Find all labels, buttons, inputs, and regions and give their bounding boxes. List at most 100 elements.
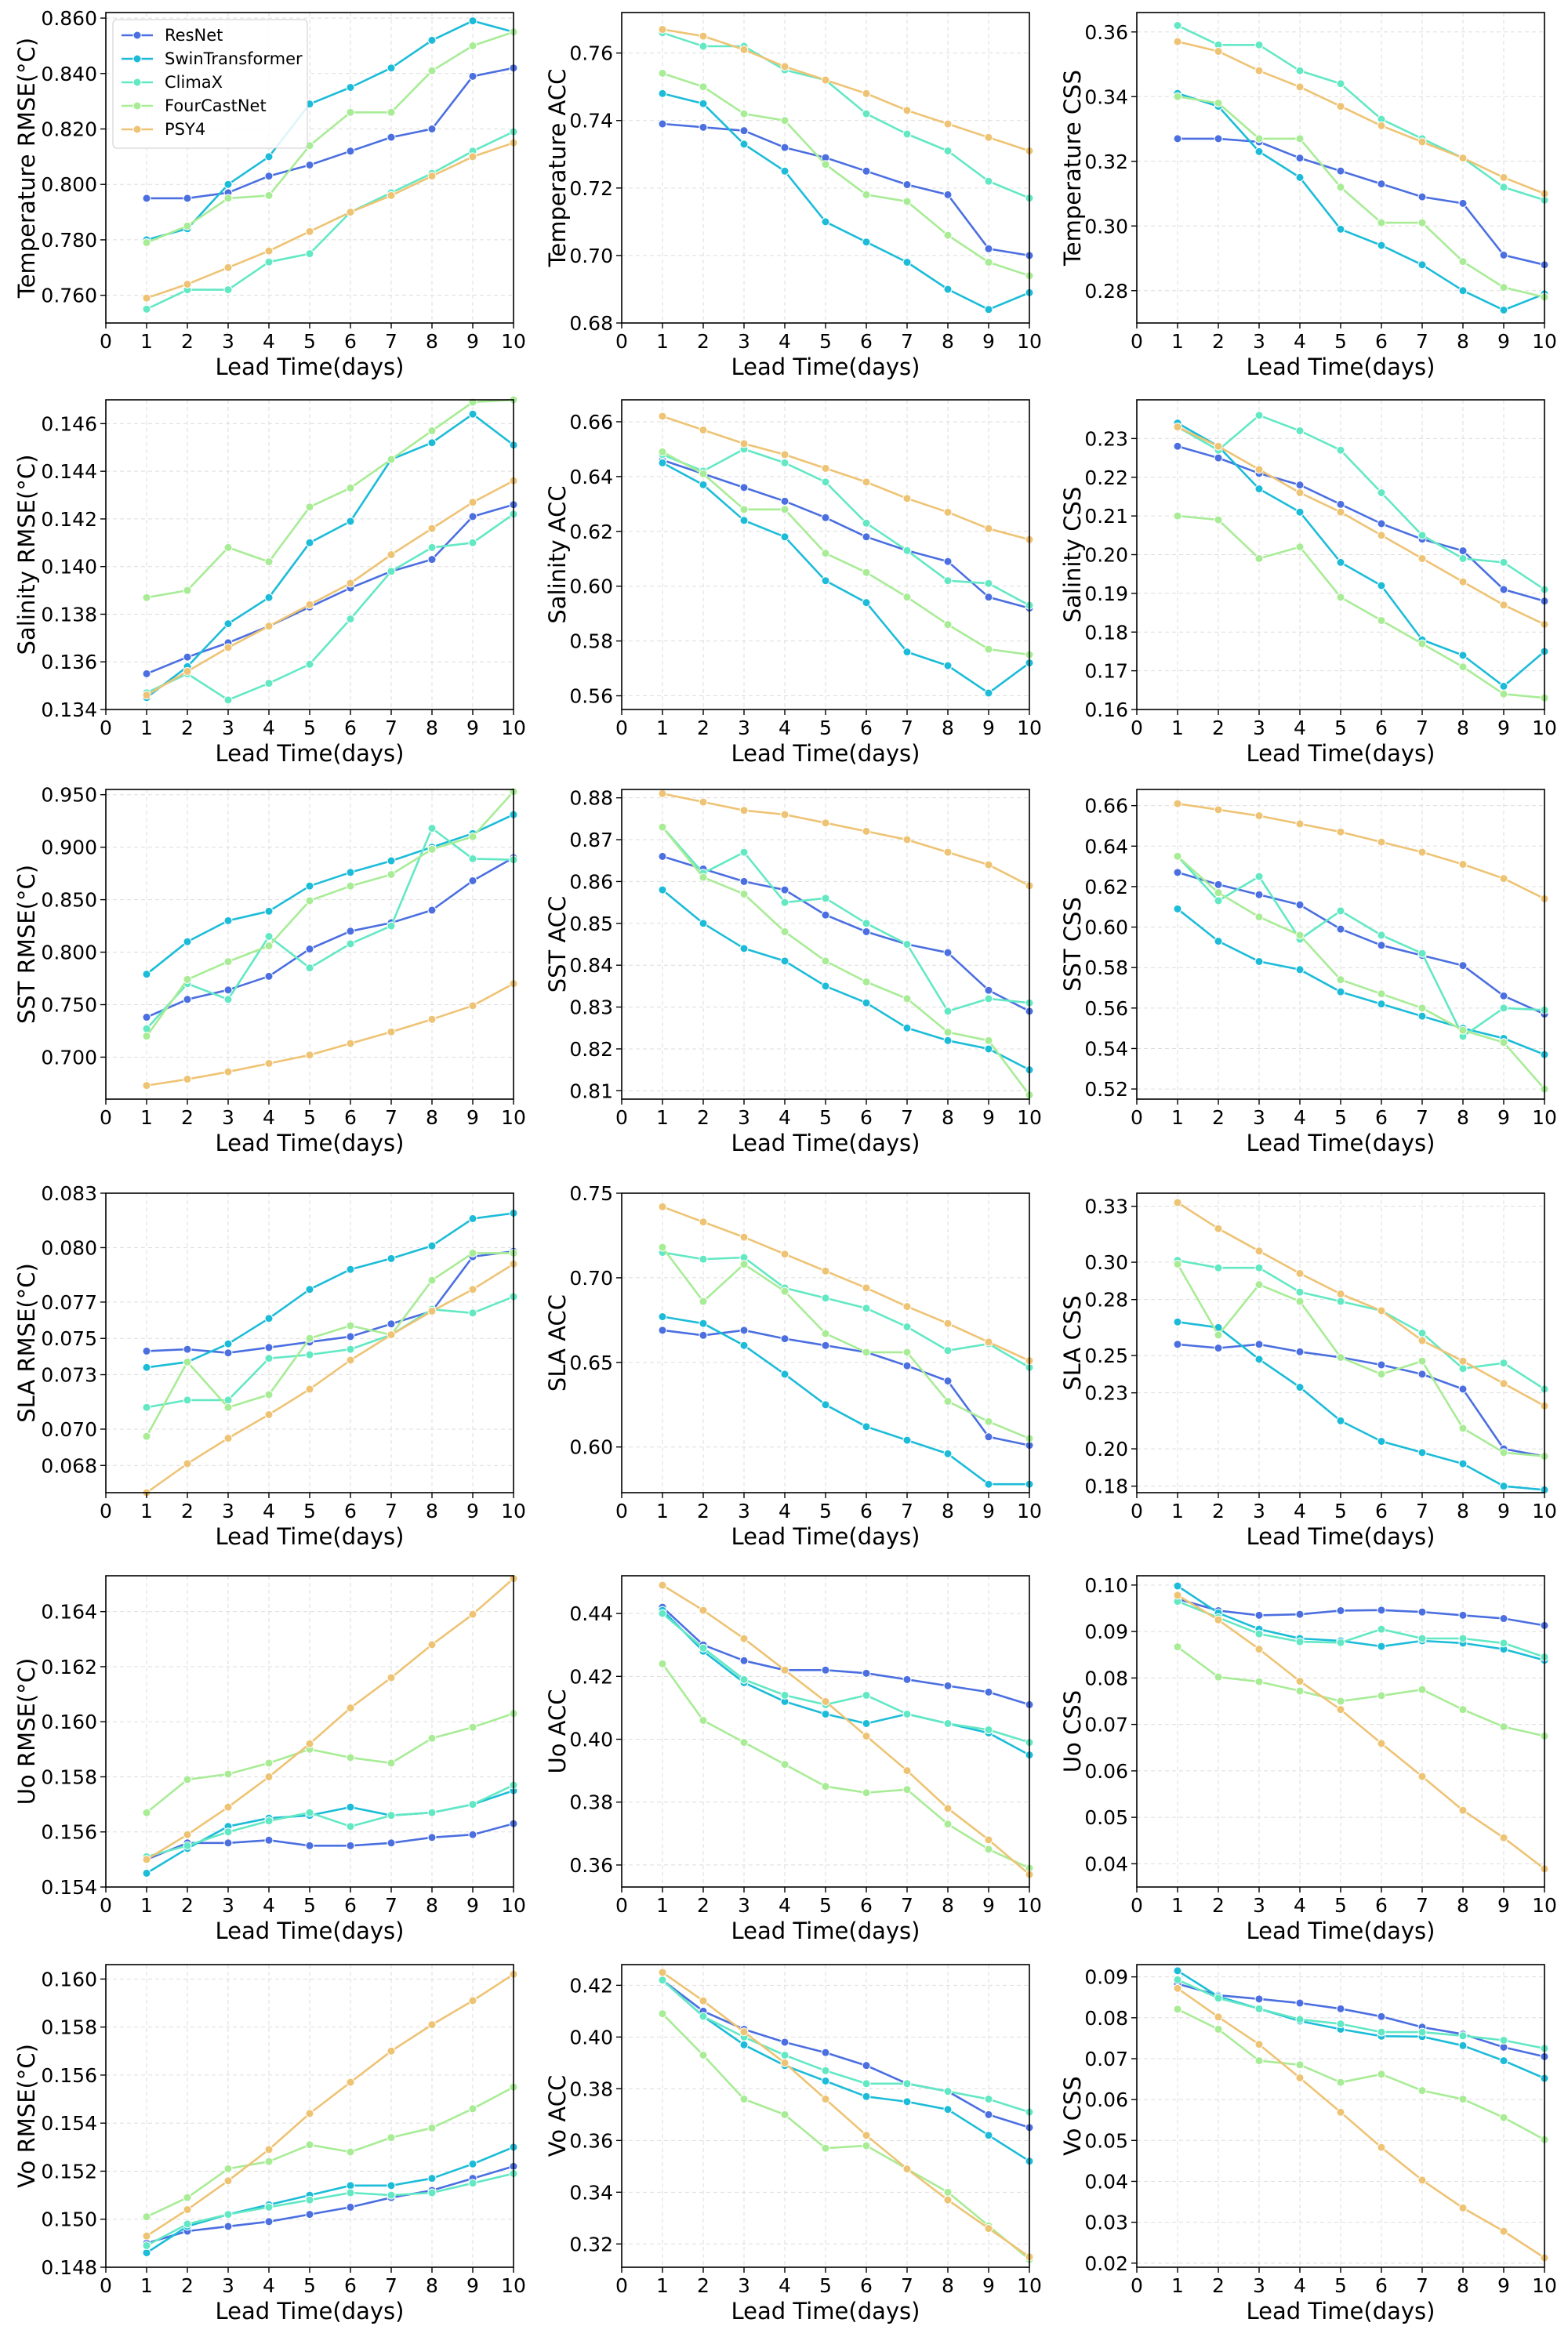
data-point-climax [821,894,830,903]
series-line-fourcastnet [662,451,1030,656]
data-point-resnet [1499,250,1508,259]
data-point-fourcastnet [862,568,871,577]
x-tick-label: 1 [656,1894,669,1917]
data-point-climax [142,304,151,314]
data-point-swintransformer [1499,2056,1508,2066]
series-line-resnet [1177,1343,1545,1457]
y-tick-label: 0.85 [569,913,613,935]
series-line-fourcastnet [146,2086,514,2218]
x-tick-label: 1 [140,330,153,353]
data-point-fourcastnet [468,2104,477,2114]
panel-sst-acc: 0 1 2 3 4 5 6 7 8 9 10 0.81 0.82 0.83 0.84 0.85 0.86 0.87… [544,787,1042,1156]
data-point-fourcastnet [346,1321,355,1330]
data-point-resnet [821,1341,830,1350]
data-point-swintransformer [1499,306,1508,314]
x-tick-label: 5 [819,1894,832,1917]
x-tick-label: 0 [1131,1106,1143,1129]
x-tick-label: 6 [344,330,357,353]
y-axis-title: Vo ACC [544,2075,571,2157]
data-point-psy4 [1499,1379,1508,1388]
data-point-fourcastnet [658,822,667,832]
data-point-swintransformer [984,305,993,314]
series-line-psy4 [146,141,514,299]
data-point-psy4 [346,1039,355,1048]
series-line-psy4 [662,793,1030,887]
y-tick-label: 0.88 [569,787,613,810]
data-point-psy4 [699,1996,708,2005]
series-line-climax [662,448,1030,607]
x-tick-label: 5 [1334,1106,1347,1129]
data-point-resnet [387,1838,396,1848]
data-point-fourcastnet [780,505,789,514]
data-point-climax [1499,1638,1508,1648]
x-tick-label: 6 [1375,1500,1388,1522]
series-line-resnet [662,1979,1030,2129]
data-point-swintransformer [142,2248,151,2258]
data-point-fourcastnet [468,41,477,50]
data-point-fourcastnet [1254,1280,1264,1290]
data-point-psy4 [821,75,830,85]
data-point-climax [1417,1634,1427,1643]
x-tick-label: 8 [426,2274,438,2297]
data-point-climax [1214,896,1223,905]
series-line-climax [1177,24,1545,201]
data-point-swintransformer [1499,681,1508,691]
data-point-psy4 [943,119,953,129]
x-tick-label: 0 [615,2274,628,2297]
data-point-psy4 [780,62,789,71]
data-point-climax [1417,1329,1427,1338]
data-point-psy4 [1254,66,1264,75]
y-tick-label: 0.750 [41,993,97,1016]
x-tick-label: 2 [1212,717,1225,739]
data-point-swintransformer [902,1023,912,1032]
data-point-resnet [780,143,789,152]
data-point-psy4 [1417,847,1427,857]
data-point-psy4 [1417,1336,1427,1345]
data-point-resnet [1295,154,1305,163]
data-point-climax [305,1350,314,1359]
data-point-resnet [1499,1614,1508,1624]
data-point-fourcastnet [1417,1356,1427,1366]
x-axis-title: Lead Time(days) [731,1130,920,1156]
data-point-fourcastnet [1295,1297,1305,1306]
x-tick-label: 6 [1375,330,1388,353]
data-point-fourcastnet [739,2095,749,2104]
data-point-fourcastnet [699,1297,708,1306]
x-tick-label: 4 [1294,717,1306,739]
panel-uo-css: 0 1 2 3 4 5 6 7 8 9 10 0.04 0.05 0.06 0.07 0.08 0.09 0.10… [1059,1574,1557,1944]
x-tick-label: 6 [344,1500,357,1522]
data-point-climax [183,1841,192,1850]
data-point-climax [387,921,396,931]
x-tick-label: 0 [1131,1894,1143,1917]
data-point-climax [739,847,749,857]
y-tick-label: 0.158 [41,1765,97,1788]
x-tick-label: 3 [738,1894,750,1917]
data-point-swintransformer [1336,224,1345,234]
data-point-fourcastnet [1377,1691,1386,1700]
data-point-fourcastnet [1173,511,1182,521]
data-point-psy4 [264,1772,274,1781]
x-tick-label: 0 [1131,330,1143,353]
y-tick-label: 0.06 [1084,2088,1128,2111]
x-tick-label: 7 [1416,1500,1428,1522]
data-point-swintransformer [468,16,477,26]
series-line-resnet [146,2165,514,2244]
data-point-climax [1336,1297,1345,1306]
data-point-psy4 [943,507,953,517]
series-line-psy4 [146,1577,514,1861]
data-point-psy4 [1499,874,1508,884]
data-point-resnet [1254,1610,1264,1620]
x-tick-label: 7 [1416,2274,1428,2297]
data-point-swintransformer [223,1339,233,1348]
data-point-climax [387,1811,396,1820]
data-point-psy4 [821,2095,830,2104]
x-tick-label: 4 [779,717,791,739]
data-point-swintransformer [1254,484,1264,494]
data-point-climax [699,1643,708,1653]
x-tick-label: 6 [860,1894,873,1917]
series-line-resnet [1177,1598,1545,1627]
data-point-swintransformer [658,1312,667,1322]
data-point-psy4 [305,227,314,236]
x-tick-label: 5 [303,2274,316,2297]
y-tick-label: 0.34 [1084,85,1128,108]
